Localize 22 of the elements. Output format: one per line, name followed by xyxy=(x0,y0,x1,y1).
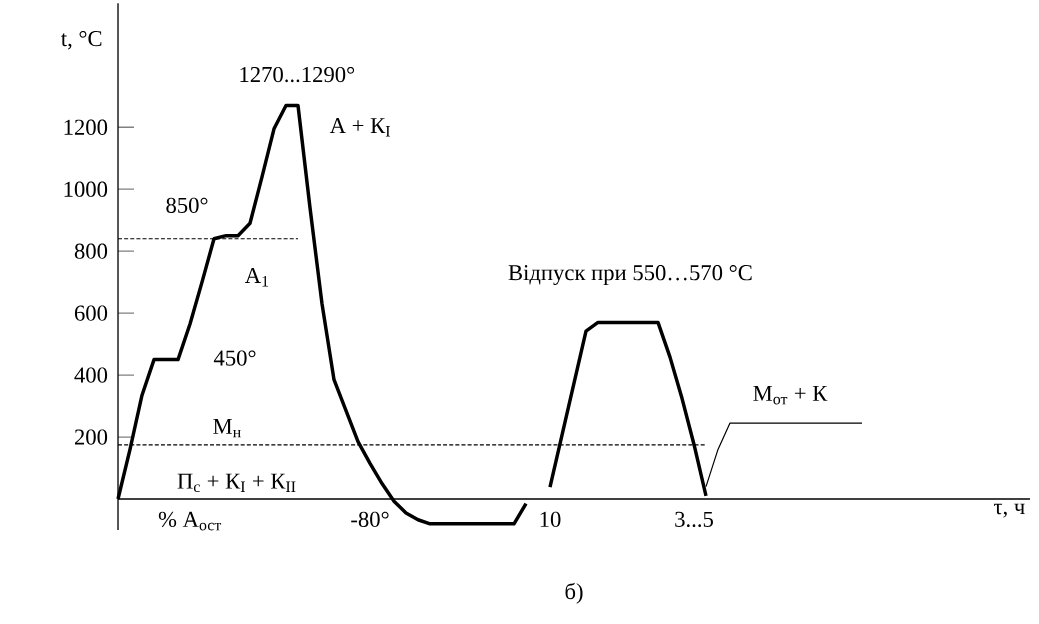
annotation: Відпуск при 550…570 °C xyxy=(508,265,752,286)
y-tick-label: 1200 xyxy=(64,119,108,135)
y-tick-label: 600 xyxy=(74,305,108,321)
x-tick-label: -80° xyxy=(351,511,389,528)
text: б) xyxy=(565,582,583,604)
y-tick-label: 800 xyxy=(74,243,108,259)
y-axis-title: t, °C xyxy=(61,30,102,50)
x-tick-label: % А$_{ост}$ xyxy=(158,511,222,531)
y-tick-label: 1000 xyxy=(64,181,108,197)
annotation: П$_{с}$ + К$_{I}$ + К$_{II}$ xyxy=(177,473,296,493)
y-tick-label: 200 xyxy=(74,429,108,445)
annotation: 850° xyxy=(166,197,208,213)
annotation: М$_{от}$ + К xyxy=(753,385,828,405)
annotation: А + К$_{I}$ xyxy=(329,118,390,137)
annotation: 450° xyxy=(213,350,256,366)
y-tick-label: 400 xyxy=(74,367,108,383)
x-axis-title: τ, ч xyxy=(993,503,1025,518)
x-tick-label: 10 xyxy=(540,511,561,528)
x-tick-label: 3...5 xyxy=(675,511,713,528)
annotation: 1270...1290° xyxy=(240,66,355,83)
annotation: М$_{н}$ xyxy=(213,418,241,438)
annotation: А$_{1}$ xyxy=(244,267,269,287)
